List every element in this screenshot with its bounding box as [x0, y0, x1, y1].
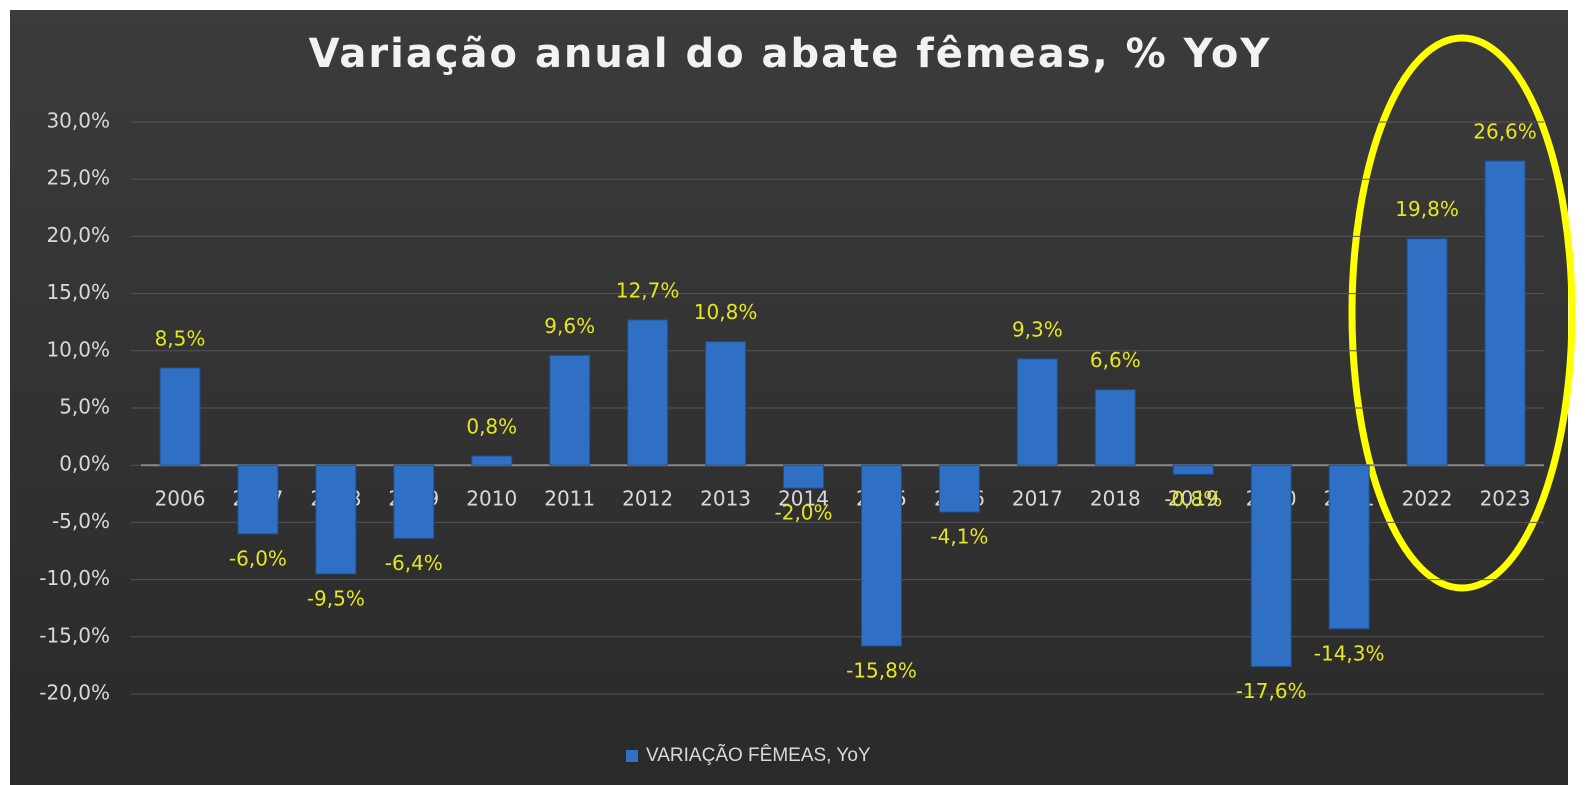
- data-label: 9,6%: [544, 314, 595, 338]
- data-label: 6,6%: [1090, 348, 1141, 372]
- data-label: 10,8%: [694, 300, 758, 324]
- data-label: -14,3%: [1314, 641, 1385, 665]
- bar: [471, 455, 513, 466]
- highlight-ellipse: [1348, 34, 1576, 592]
- data-label: -2,0%: [775, 501, 833, 525]
- bar: [1094, 389, 1136, 466]
- y-tick-label: -20,0%: [39, 681, 110, 705]
- y-tick-label: 20,0%: [46, 223, 110, 247]
- y-tick-label: 10,0%: [46, 337, 110, 361]
- data-label: 12,7%: [616, 278, 680, 302]
- bar: [860, 464, 902, 647]
- bar: [627, 319, 669, 466]
- x-tick-label: 2006: [155, 487, 206, 511]
- data-label: -15,8%: [846, 658, 917, 682]
- data-label: -6,4%: [385, 551, 443, 575]
- x-tick-label: 2012: [622, 487, 673, 511]
- legend-label: VARIAÇÃO FÊMEAS, YoY: [646, 744, 871, 766]
- data-label: -0,8%: [1164, 487, 1222, 511]
- bar: [159, 367, 201, 466]
- bar: [938, 464, 980, 513]
- legend-swatch: [626, 750, 638, 762]
- bar: [237, 464, 279, 535]
- x-tick-label: 2013: [700, 487, 751, 511]
- data-label: 9,3%: [1012, 317, 1063, 341]
- bar: [783, 464, 825, 489]
- bar: [1484, 160, 1526, 466]
- y-tick-label: 15,0%: [46, 280, 110, 304]
- data-label: -6,0%: [229, 546, 287, 570]
- y-tick-label: 30,0%: [46, 109, 110, 133]
- bar: [1406, 238, 1448, 466]
- y-tick-label: -10,0%: [39, 566, 110, 590]
- x-tick-label: 2017: [1012, 487, 1063, 511]
- y-tick-label: 0,0%: [59, 452, 110, 476]
- bar: [549, 354, 591, 466]
- data-label: -17,6%: [1236, 679, 1307, 703]
- bar: [1172, 464, 1214, 475]
- x-tick-label: 2022: [1402, 487, 1453, 511]
- y-tick-label: -5,0%: [52, 509, 110, 533]
- bar: [393, 464, 435, 539]
- x-tick-label: 2023: [1480, 487, 1531, 511]
- data-label: 0,8%: [466, 415, 517, 439]
- bar: [1250, 464, 1292, 668]
- data-label: -9,5%: [307, 586, 365, 610]
- x-tick-label: 2010: [466, 487, 517, 511]
- bar: [1016, 358, 1058, 466]
- chart-title: Variação anual do abate fêmeas, % YoY: [309, 31, 1272, 77]
- y-tick-label: 25,0%: [46, 166, 110, 190]
- x-tick-label: 2011: [544, 487, 595, 511]
- bar: [315, 464, 357, 575]
- data-label: 8,5%: [155, 326, 206, 350]
- y-tick-label: -15,0%: [39, 623, 110, 647]
- data-label: 19,8%: [1395, 197, 1459, 221]
- x-tick-label: 2019: [1168, 487, 1219, 511]
- y-tick-label: 5,0%: [59, 395, 110, 419]
- bar: [705, 341, 747, 466]
- chart-background: [10, 10, 1568, 785]
- x-tick-label: 2018: [1090, 487, 1141, 511]
- data-label: 26,6%: [1473, 119, 1537, 143]
- bar: [1328, 464, 1370, 630]
- x-tick-label: 2014: [778, 487, 829, 511]
- data-label: -4,1%: [930, 525, 988, 549]
